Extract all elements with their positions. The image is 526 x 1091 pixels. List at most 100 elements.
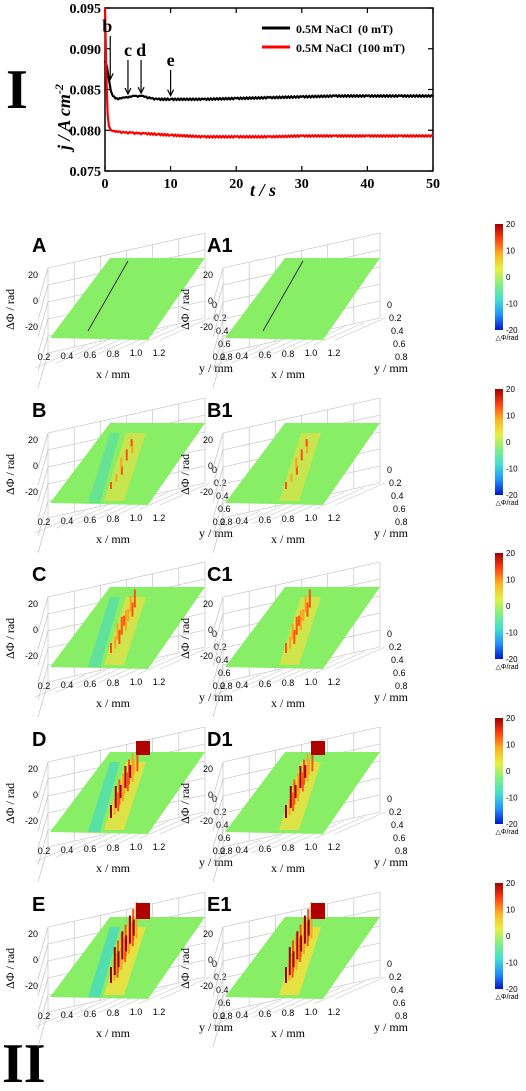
colorbar-tick-label: -10 [506, 794, 518, 803]
grid-line [139, 981, 190, 1004]
x-axis-label: x / mm [271, 367, 306, 381]
colorbars: 20100-10-20△Φ/rad20100-10-20△Φ/rad20100-… [495, 220, 519, 1001]
phase-spike [285, 967, 287, 983]
legend-entry-0: 0.5M NaCl (0 mT) [296, 22, 393, 36]
z-tick-label: -20 [200, 981, 213, 991]
x-tick-label: 1.2 [328, 348, 341, 358]
phase-spike [110, 967, 112, 983]
y-tick-label: 0.6 [218, 339, 231, 349]
y-tick-label: 0.4 [391, 820, 404, 830]
grid-line [47, 561, 206, 598]
z-tick-label: 20 [28, 929, 38, 939]
grid-line [159, 317, 211, 341]
grid-line [212, 681, 224, 718]
grid-line [34, 839, 86, 863]
z-axis-label: ΔΦ / rad [3, 618, 17, 659]
grid-line [212, 943, 224, 980]
grid-line [37, 647, 49, 684]
cathodic-band [88, 762, 120, 832]
x-tick-label: 0.4 [236, 845, 249, 855]
phase-surface [50, 258, 205, 340]
grid-line [55, 835, 106, 858]
phase-spike [122, 773, 124, 802]
grid-line [159, 646, 211, 670]
x-axis-label: x / mm [96, 532, 131, 546]
x-tick-label: 0.6 [84, 1009, 97, 1019]
part-one-label: I [6, 59, 28, 121]
x-tick-label: 0.6 [259, 679, 272, 689]
scratch-line [87, 260, 129, 332]
y-tick-label: 0.4 [391, 326, 404, 336]
panel-letter: A1 [207, 235, 233, 257]
x-tick-label: 0.4 [61, 680, 74, 690]
grid-line [212, 664, 224, 701]
grid-line [37, 267, 49, 304]
x-tick-label: 1.2 [328, 1007, 341, 1017]
panel-letter: D1 [207, 729, 233, 751]
x-tick-label: 1.2 [153, 842, 166, 852]
x-tick-label: 1.0 [130, 1007, 143, 1017]
grid-line [37, 335, 49, 372]
x-tick-label: 0.2 [213, 1011, 226, 1021]
cathodic-band [88, 927, 120, 997]
grid-line [37, 681, 49, 718]
phase-spike [285, 805, 287, 818]
z-axis-label: ΔΦ / rad [178, 454, 192, 495]
phase-surface [225, 258, 380, 340]
phase-spike [135, 902, 138, 939]
x-tick-label: 0.6 [259, 350, 272, 360]
annotation-label: e [167, 50, 175, 70]
phase-spike [306, 602, 309, 617]
colorbar-tick-label: 10 [506, 412, 515, 421]
x-tick-label: 1.0 [130, 513, 143, 523]
z-tick-label: -20 [200, 487, 213, 497]
phase-spike [293, 779, 296, 805]
current-density-chart: 0 10 20 30 40 50 0.075 0.080 0.085 0.090 0.095 bc… [52, 2, 440, 200]
phase-spike [294, 785, 297, 798]
y-tick-label: 0.2 [389, 807, 402, 817]
grid-line [334, 976, 386, 1000]
grid-line [212, 812, 224, 849]
cathodic-band [88, 433, 120, 503]
x-tick-label: 0.8 [107, 1008, 120, 1018]
y-tick-label: 0 [387, 959, 392, 969]
grid-line [212, 500, 224, 537]
phase-spike [115, 473, 118, 482]
grid-line [37, 664, 49, 701]
z-axis-label: ΔΦ / rad [178, 948, 192, 989]
x-tick-label: 0 [102, 177, 109, 192]
y-axis-label: y / mm [374, 361, 409, 375]
y-tick-label: 0.2 [214, 313, 227, 323]
grid-line [212, 352, 224, 389]
grid-line [209, 1004, 261, 1028]
grid-line [212, 517, 224, 554]
phase-spike [295, 616, 298, 635]
grid-line [251, 501, 302, 524]
colorbar-tick-label: -20 [506, 326, 518, 335]
grid-line [212, 977, 224, 1014]
z-tick-label: 20 [28, 435, 38, 445]
phase-spike [307, 758, 310, 775]
phase-spike [131, 602, 134, 617]
grid-line [212, 335, 224, 372]
z-tick-label: 20 [203, 599, 213, 609]
grid-line [314, 651, 365, 674]
x-tick-label: 1.0 [305, 1007, 318, 1017]
surface-panel: A1 20 0 -20 ΔΦ / rad 0.2 0.4 0.6 0.8 1.0 1.2 x / mm… [178, 232, 409, 389]
x-tick-label: 30 [295, 177, 309, 192]
cathodic-band [88, 597, 120, 667]
z-tick-label: 0 [208, 955, 213, 965]
peak-cluster [136, 741, 150, 755]
z-axis-label: ΔΦ / rad [3, 948, 17, 989]
phase-spike [125, 449, 128, 461]
y-tick-label: 0.4 [216, 491, 229, 501]
x-tick-label: 40 [360, 177, 374, 192]
phase-spike [291, 623, 294, 640]
x-tick-label: 0.6 [84, 844, 97, 854]
y-tick-label: 0.4 [216, 985, 229, 995]
colorbar-tick-label: -20 [506, 655, 518, 664]
grid-line [209, 674, 261, 698]
z-tick-label: 0 [33, 625, 38, 635]
phase-spike [118, 779, 121, 805]
